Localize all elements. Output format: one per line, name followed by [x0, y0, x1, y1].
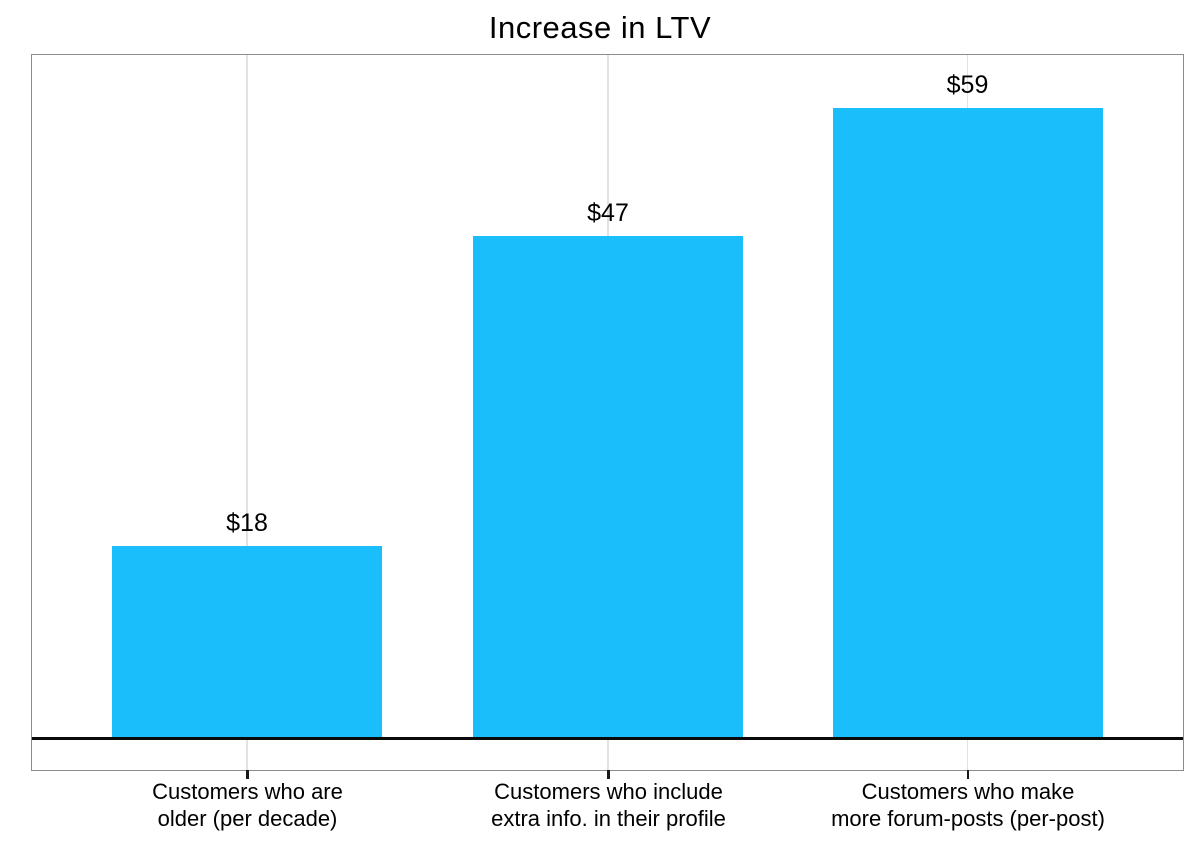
- bar-value-label: $18: [226, 509, 268, 538]
- x-category-label-line: extra info. in their profile: [491, 805, 726, 831]
- bar: [473, 236, 743, 739]
- zero-line: [31, 737, 1183, 740]
- x-category-label-line: Customers who make: [861, 779, 1075, 804]
- x-category-label-line: older (per decade): [157, 805, 338, 831]
- x-category-label-line: Customers who are: [152, 779, 343, 804]
- x-category-label-line: Customers who include: [494, 779, 723, 804]
- bar-value-label: $59: [946, 70, 989, 99]
- x-category-label: Customers who make more forum-posts (per-…: [758, 779, 1178, 832]
- bar-value-label: $47: [587, 199, 629, 228]
- x-category-label-line: more forum-posts (per-post): [831, 805, 1105, 831]
- x-tick: [966, 770, 970, 779]
- bar: [832, 107, 1103, 739]
- x-category-label: Customers who are older (per decade): [38, 779, 458, 832]
- x-tick: [607, 770, 610, 779]
- x-category-label: Customers who include extra info. in thei…: [399, 779, 819, 832]
- gridline: [246, 54, 248, 770]
- x-tick: [246, 770, 249, 779]
- plot-area: $18 $47 $59: [30, 53, 1184, 771]
- chart-title: Increase in LTV: [488, 10, 712, 45]
- bar: [112, 546, 382, 739]
